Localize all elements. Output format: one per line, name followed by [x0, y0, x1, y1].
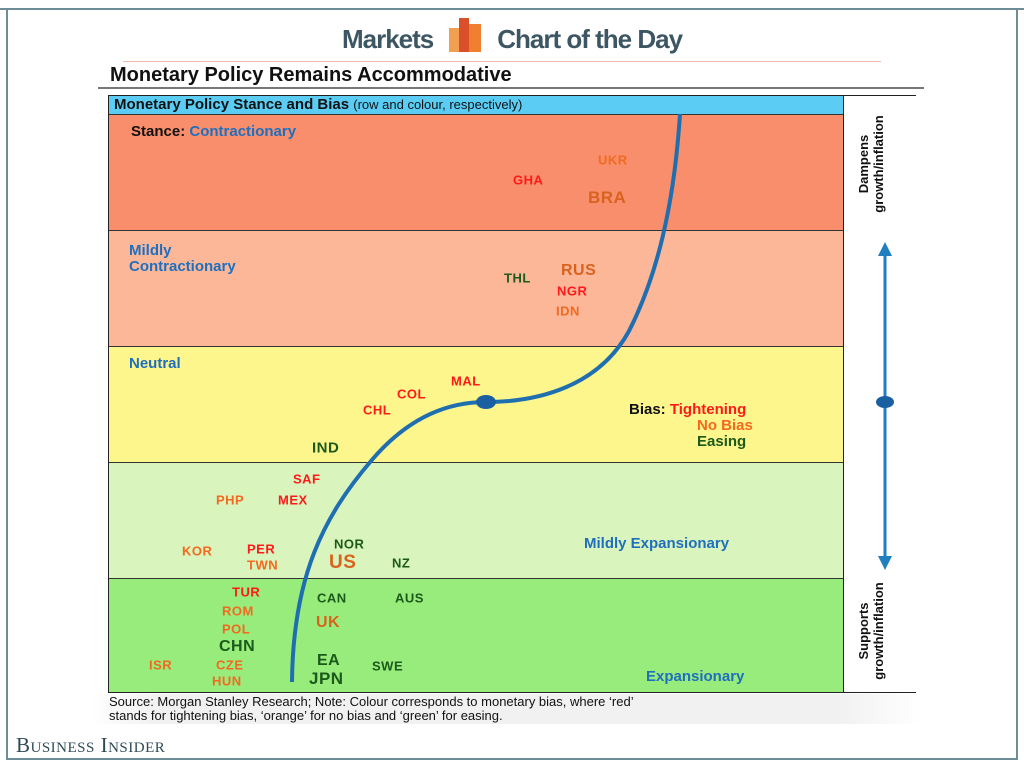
country-label-swe: SWE	[372, 658, 404, 674]
header-divider	[123, 61, 881, 62]
country-label-uk: UK	[316, 614, 341, 631]
country-label-idn: IDN	[556, 303, 580, 319]
country-label-hun: HUN	[212, 673, 242, 689]
country-label-ukr: UKR	[598, 152, 628, 168]
chart-header-subtitle: (row and colour, respectively)	[353, 97, 523, 112]
row-mildly-expansionary	[109, 462, 843, 578]
chart-header-title: Monetary Policy Stance and Bias	[114, 96, 350, 113]
bias-legend-easing: Easing	[697, 433, 747, 450]
bar-chart-logo-icon	[447, 18, 483, 52]
country-label-nz: NZ	[392, 555, 411, 571]
markets-chart-of-the-day-header: Markets Chart of the Day	[0, 18, 1024, 55]
country-label-rus: RUS	[561, 262, 597, 279]
row-label-neutral: Neutral	[129, 355, 181, 372]
header-markets: Markets	[341, 24, 434, 54]
country-label-bra: BRA	[588, 188, 627, 207]
country-label-thl: THL	[504, 270, 531, 286]
row-label-mildly-contractionary: Mildly Contractionary	[129, 242, 236, 275]
country-label-mal: MAL	[451, 373, 481, 389]
country-label-chl: CHL	[363, 402, 392, 418]
country-label-cze: CZE	[216, 657, 244, 673]
title-divider	[98, 87, 924, 89]
country-label-jpn: JPN	[309, 669, 344, 688]
source-line-1: Source: Morgan Stanley Research; Note: C…	[109, 694, 634, 709]
country-label-nor: NOR	[334, 536, 365, 552]
country-label-chn: CHN	[219, 638, 256, 655]
country-label-can: CAN	[317, 590, 347, 606]
chart-header: Monetary Policy Stance and Bias (row and…	[109, 96, 843, 114]
country-label-ea: EA	[317, 652, 341, 669]
bias-legend: Bias: Tightening No Bias Easing	[629, 402, 753, 450]
country-label-gha: GHA	[513, 172, 544, 188]
neutral-point-marker	[476, 395, 496, 409]
chart-title: Monetary Policy Remains Accommodative	[110, 64, 512, 86]
country-label-aus: AUS	[395, 590, 424, 606]
row-contractionary	[109, 114, 843, 230]
bias-legend-tightening: Tightening	[669, 401, 747, 418]
row-label-expansionary: Expansionary	[646, 668, 745, 685]
country-label-rom: ROM	[222, 603, 254, 619]
row-label-mildly-expansionary: Mildly Expansionary	[584, 535, 730, 552]
header-chart-of-the-day: Chart of the Day	[497, 24, 683, 54]
country-label-mex: MEX	[278, 492, 308, 508]
country-label-tur: TUR	[232, 584, 261, 600]
stance-curve	[290, 113, 682, 683]
double-arrow-icon	[876, 242, 894, 570]
country-label-kor: KOR	[182, 543, 213, 559]
country-label-us: US	[329, 552, 357, 573]
stance-bias-chart: Monetary Policy Stance and Bias (row and…	[108, 95, 916, 693]
bias-legend-prefix: Bias:	[629, 401, 666, 418]
country-label-ind: IND	[312, 439, 340, 457]
row-expansionary	[109, 578, 843, 692]
country-label-per: PER	[247, 541, 276, 557]
page-frame	[6, 8, 1018, 760]
country-label-ngr: NGR	[557, 283, 588, 299]
business-insider-logo: Business Insider	[16, 733, 166, 757]
row-mildly-contractionary	[109, 230, 843, 346]
country-label-col: COL	[397, 386, 426, 402]
bias-legend-no-bias: No Bias	[697, 417, 753, 434]
source-line-2: stands for tightening bias, ‘orange’ for…	[109, 708, 503, 723]
country-label-twn: TWN	[247, 557, 279, 573]
source-note: Source: Morgan Stanley Research; Note: C…	[92, 694, 922, 724]
country-label-isr: ISR	[149, 657, 173, 673]
country-label-pol: POL	[222, 621, 251, 637]
side-axis: Dampens growth/inflation Supports growth/i…	[843, 96, 916, 692]
row-label-contractionary: Stance: Contractionary	[131, 123, 297, 140]
country-label-php: PHP	[216, 492, 245, 508]
country-label-saf: SAF	[293, 471, 321, 487]
